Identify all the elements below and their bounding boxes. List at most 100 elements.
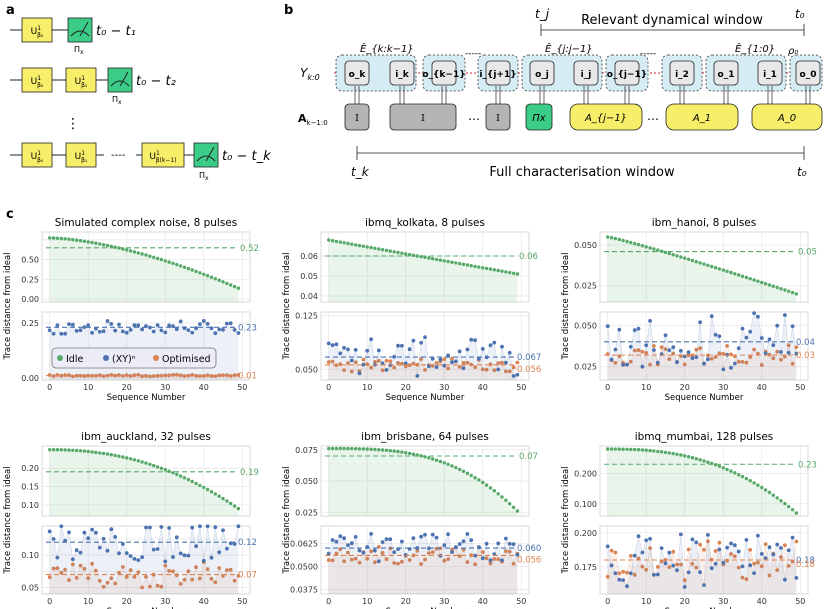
plot-area	[41, 445, 251, 517]
optimised-point	[667, 565, 672, 569]
panel-b-letter: b	[284, 3, 293, 18]
idle-point	[136, 251, 140, 255]
xy-point	[450, 360, 454, 365]
x-tick-label: 10	[362, 597, 372, 606]
x-tick-label: 40	[478, 597, 488, 606]
optimised-point	[209, 576, 214, 581]
xy-point	[744, 335, 749, 340]
charts-grid: Simulated complex noise, 8 pulses 0.00 0.2…	[3, 217, 817, 609]
xy-point	[496, 367, 501, 372]
xy-point	[47, 529, 52, 534]
optimised-point	[461, 547, 466, 552]
idle-point	[182, 476, 187, 480]
optimised-point	[198, 576, 202, 581]
xy-point	[67, 322, 71, 326]
idle-point	[454, 261, 458, 265]
optimised-point	[786, 564, 791, 568]
y-tick-label: 0.025	[574, 363, 597, 372]
x-tick-label: 20	[122, 597, 132, 606]
comb-node: o_{j−1}	[607, 60, 647, 104]
optimised-point	[732, 554, 737, 559]
idle-point	[771, 493, 775, 497]
idle-point	[640, 448, 645, 452]
optimised-point	[794, 345, 799, 349]
idle-point	[481, 266, 485, 270]
x-tick-label: 0	[47, 597, 52, 606]
x-tick-label: 30	[718, 383, 728, 392]
optimised-point	[744, 360, 749, 365]
comb-node-label: i_k	[395, 70, 410, 80]
xy-point	[713, 561, 718, 566]
y-axis-label: Trace distance from ideal	[561, 252, 571, 360]
xy-point	[217, 550, 222, 555]
xy-mean-label: 0.18	[796, 556, 815, 566]
idle-point	[671, 253, 675, 257]
idle-point	[450, 260, 454, 264]
xy-point	[783, 577, 787, 582]
idle-point	[775, 496, 779, 500]
optimised-point	[690, 561, 695, 566]
xy-point	[97, 545, 102, 550]
xy-point	[617, 577, 622, 582]
xy-point	[694, 540, 699, 545]
optimised-point	[236, 574, 241, 578]
idle-point	[763, 488, 768, 492]
xy-point	[334, 539, 339, 544]
optimised-point	[667, 357, 672, 361]
y-tick-label: 0.00	[21, 295, 39, 304]
optimised-point	[515, 360, 520, 365]
optimised-point	[644, 351, 649, 355]
idle-point	[136, 459, 140, 463]
x-tick-label: 40	[757, 383, 767, 392]
idle-point	[710, 264, 714, 269]
optimised-point	[682, 578, 687, 582]
xy-point	[174, 535, 179, 540]
idle-point	[438, 258, 443, 262]
xy-point	[121, 329, 125, 334]
xy-point	[667, 348, 672, 353]
optimised-point	[446, 366, 450, 371]
y-tick-label: 0.175	[574, 563, 597, 572]
idle-point	[411, 452, 416, 456]
xy-point	[90, 527, 94, 532]
idle-point	[167, 260, 171, 264]
optimised-point	[186, 373, 191, 378]
optimised-point	[415, 548, 420, 553]
vertical-ellipsis: ⋮	[66, 116, 80, 132]
idle-point	[350, 242, 354, 246]
measure-label-3: Πx	[199, 171, 209, 182]
idle-point	[159, 257, 164, 262]
xy-fill-area	[607, 534, 797, 594]
idle-point	[132, 250, 137, 254]
idle-point	[217, 278, 221, 282]
xy-point	[148, 525, 152, 530]
idle-point	[179, 474, 183, 478]
idle-point	[109, 453, 114, 457]
optimised-point	[671, 549, 676, 554]
xy-point	[380, 361, 385, 366]
xy-point	[411, 338, 416, 343]
idle-point	[454, 465, 458, 470]
idle-point	[144, 461, 148, 465]
optimised-point	[105, 373, 110, 378]
xy-point	[434, 535, 439, 540]
idle-point	[442, 259, 446, 263]
idle-point	[75, 238, 79, 242]
xy-point	[771, 343, 776, 348]
legend-xy-label: (XY)ⁿ	[112, 354, 136, 365]
idle-point	[396, 250, 400, 255]
xy-point	[511, 542, 516, 546]
y-tick-label: 0.10	[21, 501, 39, 510]
xy-point	[488, 343, 493, 348]
idle-point	[717, 267, 722, 271]
idle-point	[434, 257, 439, 262]
idle-point	[51, 236, 56, 240]
xy-point	[640, 550, 645, 555]
xy-point	[101, 329, 106, 334]
idle-point	[202, 272, 206, 276]
idle-point	[621, 447, 625, 451]
optimised-point	[702, 547, 706, 552]
idle-point	[427, 256, 431, 260]
idle-point	[508, 502, 512, 506]
idle-point	[790, 290, 795, 295]
